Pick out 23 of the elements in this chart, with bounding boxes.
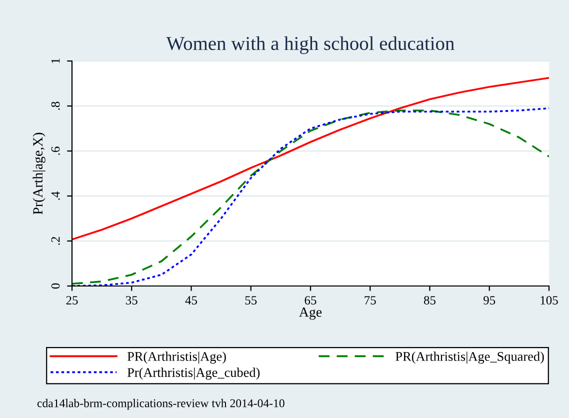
x-tick-label: 95	[484, 296, 496, 305]
legend-label: Pr(Arthristis|Age_cubed)	[127, 368, 260, 380]
x-tick-label: 25	[66, 296, 78, 305]
y-axis-title: Pr(Arth|age,X)	[32, 132, 46, 214]
x-axis-title: Age	[299, 307, 322, 320]
y-tick-label: 0	[51, 283, 60, 289]
x-tick-label: 35	[126, 296, 138, 305]
legend-label: PR(Arthristis|Age_Squared)	[396, 352, 544, 364]
y-tick-label: 1	[51, 58, 60, 64]
y-tick-label: .4	[51, 192, 60, 200]
y-tick-label: .6	[51, 146, 60, 155]
text: cda14lab-brm-complications-review tvh 2014-04-10	[37, 398, 284, 410]
y-tick-label: .8	[51, 102, 60, 110]
x-tick-label: 55	[245, 296, 257, 305]
x-tick-label: 105	[540, 296, 558, 305]
x-tick-label: 65	[304, 296, 316, 305]
chart-title: Women with a high school education	[166, 36, 454, 54]
x-tick-label: 45	[185, 296, 198, 305]
x-tick-label: 75	[364, 296, 376, 305]
line-series	[72, 76, 549, 240]
x-tick-label: 85	[424, 296, 436, 305]
y-tick-label: .2	[51, 237, 60, 245]
legend-label: PR(Arthristis|Age)	[127, 352, 226, 364]
